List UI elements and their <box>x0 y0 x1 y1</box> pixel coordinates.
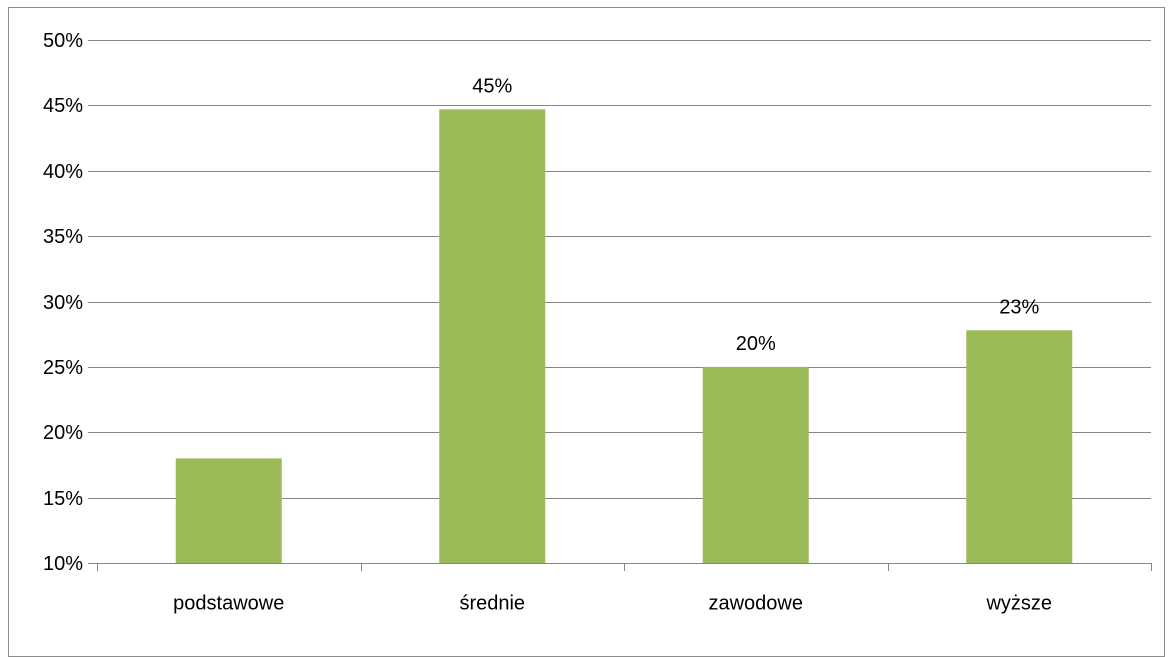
y-tick-label: 50% <box>43 30 83 52</box>
x-category-label: zawodowe <box>708 592 803 614</box>
x-category-label: średnie <box>459 592 525 614</box>
bar <box>175 458 282 563</box>
y-tick-label: 20% <box>43 422 83 444</box>
bar <box>966 330 1073 563</box>
bar <box>702 366 809 563</box>
data-label: 20% <box>736 333 776 355</box>
y-tick-label: 30% <box>43 292 83 314</box>
y-tick-label: 35% <box>43 226 83 248</box>
data-label: 23% <box>999 297 1039 319</box>
x-category-label: podstawowe <box>173 592 284 614</box>
y-tick-label: 10% <box>43 553 83 575</box>
x-category-label: wyższe <box>985 592 1052 614</box>
y-tick-label: 15% <box>43 488 83 510</box>
y-tick-label: 40% <box>43 161 83 183</box>
y-tick-label: 45% <box>43 95 83 117</box>
bar <box>439 109 546 564</box>
y-tick-label: 25% <box>43 357 83 379</box>
data-label: 45% <box>472 76 512 98</box>
